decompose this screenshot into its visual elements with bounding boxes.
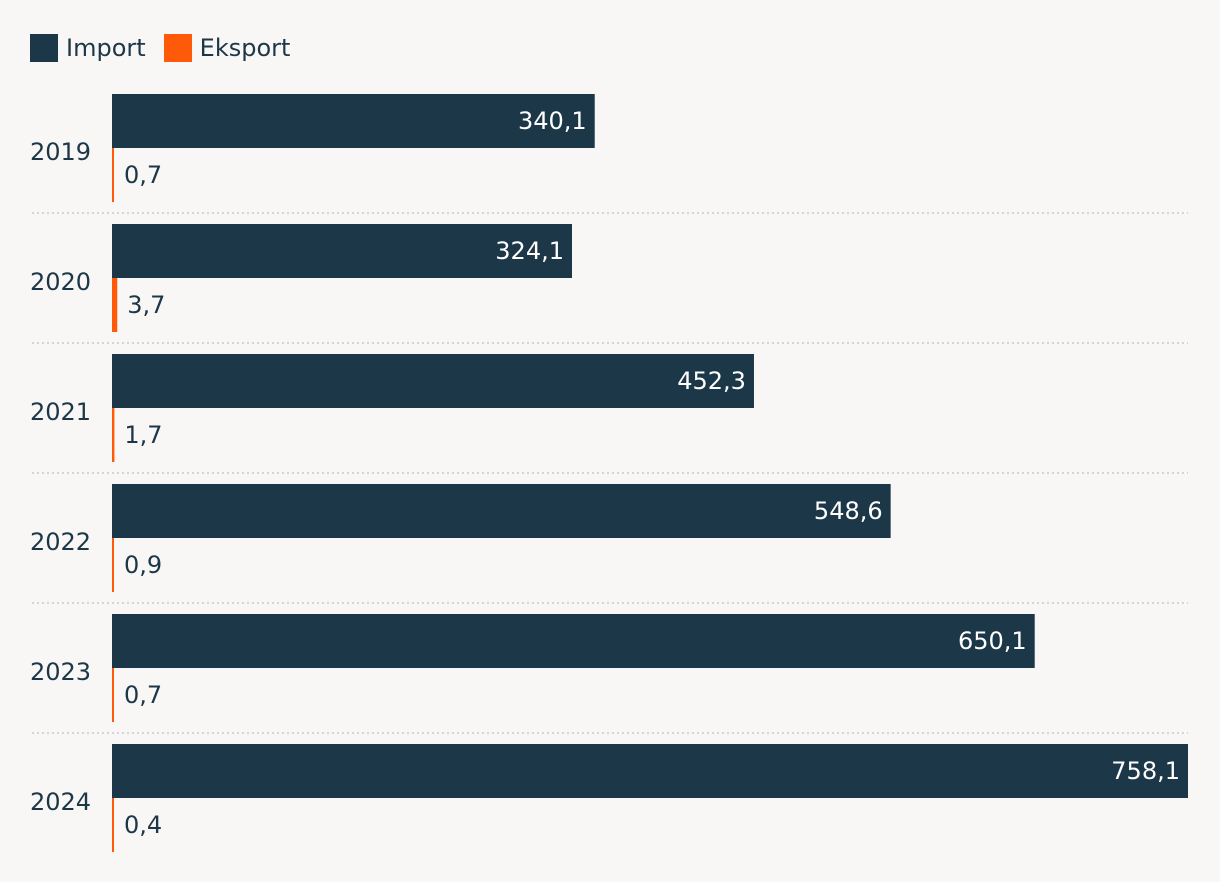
category-label: 2020 (30, 268, 91, 296)
data-label-import: 650,1 (958, 627, 1027, 655)
bar-eksport[interactable] (112, 668, 114, 722)
bar-import[interactable] (112, 614, 1035, 668)
data-label-import: 340,1 (518, 107, 587, 135)
category-label: 2019 (30, 138, 91, 166)
data-label-import: 324,1 (495, 237, 564, 265)
bar-eksport[interactable] (112, 148, 114, 202)
legend-item-import[interactable]: Import (30, 34, 146, 62)
bar-import[interactable] (112, 484, 891, 538)
data-label-eksport: 0,7 (124, 161, 162, 189)
category-label: 2021 (30, 398, 91, 426)
bar-eksport[interactable] (112, 278, 118, 332)
legend-swatch-eksport (163, 34, 192, 62)
data-label-eksport: 0,9 (124, 551, 162, 579)
bar-import[interactable] (112, 354, 754, 408)
data-label-import: 452,3 (677, 367, 746, 395)
bar-eksport[interactable] (112, 408, 115, 462)
category-label: 2024 (30, 788, 91, 816)
legend-label-eksport: Eksport (199, 34, 291, 62)
data-label-eksport: 1,7 (124, 421, 162, 449)
legend-item-eksport[interactable]: Eksport (163, 34, 291, 62)
data-label-import: 548,6 (814, 497, 883, 525)
data-label-import: 758,1 (1111, 757, 1180, 785)
data-label-eksport: 0,7 (124, 681, 162, 709)
legend: Import Eksport (30, 32, 308, 64)
category-label: 2023 (30, 658, 91, 686)
bar-import[interactable] (112, 224, 573, 278)
category-label: 2022 (30, 528, 91, 556)
bar-import[interactable] (112, 94, 595, 148)
bar-eksport[interactable] (112, 538, 114, 592)
data-label-eksport: 0,4 (124, 811, 162, 839)
data-label-eksport: 3,7 (127, 291, 165, 319)
legend-swatch-import (30, 34, 58, 62)
bar-eksport[interactable] (112, 798, 114, 852)
bar-import[interactable] (112, 744, 1188, 798)
legend-label-import: Import (66, 34, 146, 62)
